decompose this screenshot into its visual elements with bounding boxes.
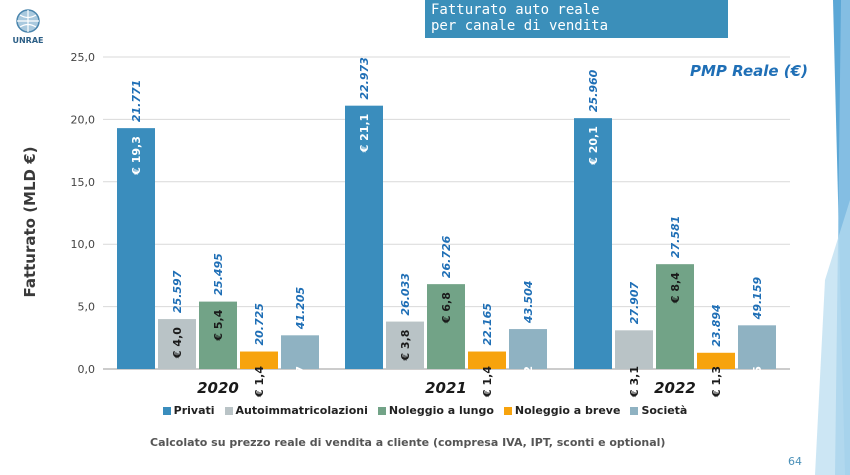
bar	[117, 128, 155, 369]
pmp-value-label: 22.973	[358, 57, 371, 100]
bar	[656, 264, 694, 369]
y-tick-label: 5,0	[78, 301, 96, 314]
x-category-label: 2022	[654, 379, 696, 397]
decorative-side-stripes	[815, 0, 850, 475]
pmp-value-label: 26.033	[399, 273, 412, 316]
bar-value-label: € 8,4	[669, 272, 682, 304]
bar-value-label: € 1,4	[253, 366, 266, 398]
y-tick-label: 0,0	[78, 363, 96, 376]
y-tick-label: 10,0	[71, 238, 96, 251]
bar	[615, 330, 653, 369]
pmp-value-label: 25.597	[171, 270, 184, 313]
legend-swatch	[162, 407, 171, 415]
legend-label: Autoimmatricolazioni	[235, 404, 368, 417]
bar-value-label: € 19,3	[130, 136, 143, 176]
bar-value-label: € 3,2	[522, 366, 535, 398]
legend-label: Noleggio a lungo	[388, 404, 494, 417]
bar	[509, 329, 547, 369]
bar-value-label: € 5,4	[212, 309, 225, 341]
y-tick-label: 15,0	[71, 176, 96, 189]
revenue-bar-chart: 0,0 5,0 10,0 15,0 20,0 25,0 € 19,3 21.771 € 4,0 2…	[71, 51, 790, 398]
bar-value-label: € 2,7	[294, 366, 307, 398]
pmp-value-label: 26.726	[440, 235, 453, 278]
bar	[697, 352, 735, 369]
bar-value-label: € 1,4	[481, 366, 494, 398]
pmp-value-label: 20.725	[253, 303, 266, 346]
bar	[158, 319, 196, 369]
legend-label: Noleggio a breve	[514, 404, 621, 417]
legend-item: Noleggio a breve	[503, 404, 621, 417]
pmp-value-label: 25.495	[212, 253, 225, 296]
legend-label: Privati	[173, 404, 215, 417]
pmp-value-label: 27.907	[628, 282, 641, 325]
bar-value-label: € 21,1	[358, 114, 371, 154]
chart-legend: Privati Autoimmatricolazioni Noleggio a lu…	[0, 404, 850, 417]
pmp-value-label: 27.581	[669, 216, 682, 258]
x-category-label: 2021	[425, 379, 467, 397]
slide-title: Fatturato auto reale per canale di vendi…	[425, 0, 728, 38]
bar-value-label: € 3,5	[751, 366, 764, 398]
y-tick-label: 25,0	[71, 51, 96, 64]
logo-text: UNRAE	[12, 36, 43, 45]
bar	[427, 284, 465, 369]
legend-swatch	[503, 407, 512, 415]
page-number: 64	[788, 455, 802, 468]
legend-item: Noleggio a lungo	[377, 404, 494, 417]
bar-value-label: € 3,1	[628, 366, 641, 398]
bar	[199, 301, 237, 369]
bar	[468, 351, 506, 369]
pmp-label: PMP Reale (€)	[690, 62, 808, 80]
legend-item: Privati	[162, 404, 215, 417]
pmp-value-label: 49.159	[751, 277, 764, 321]
pmp-value-label: 41.205	[294, 287, 307, 331]
y-tick-label: 20,0	[71, 113, 96, 126]
legend-swatch	[224, 407, 233, 415]
legend-item: Società	[630, 404, 687, 417]
bar	[281, 335, 319, 369]
legend-swatch	[377, 407, 386, 415]
legend-label: Società	[641, 404, 688, 417]
pmp-value-label: 23.894	[710, 304, 723, 346]
bar-value-label: € 20,1	[587, 126, 600, 166]
bar-value-label: € 1,3	[710, 366, 723, 398]
bar	[386, 321, 424, 369]
x-category-label: 2020	[197, 379, 239, 397]
pmp-value-label: 25.960	[587, 69, 600, 112]
unrae-logo: UNRAE	[12, 9, 44, 45]
bar	[240, 351, 278, 369]
pmp-value-label: 21.771	[130, 80, 143, 122]
pmp-value-label: 22.165	[481, 303, 494, 346]
bar	[345, 105, 383, 369]
bar	[574, 118, 612, 369]
pmp-value-label: 43.504	[522, 281, 535, 324]
legend-swatch	[630, 407, 639, 415]
bar-value-label: € 4,0	[171, 327, 184, 359]
bar-value-label: € 6,8	[440, 292, 453, 324]
legend-item: Autoimmatricolazioni	[224, 404, 368, 417]
bar	[738, 325, 776, 369]
bar-value-label: € 3,8	[399, 330, 412, 362]
footnote: Calcolato su prezzo reale di vendita a c…	[150, 436, 666, 449]
